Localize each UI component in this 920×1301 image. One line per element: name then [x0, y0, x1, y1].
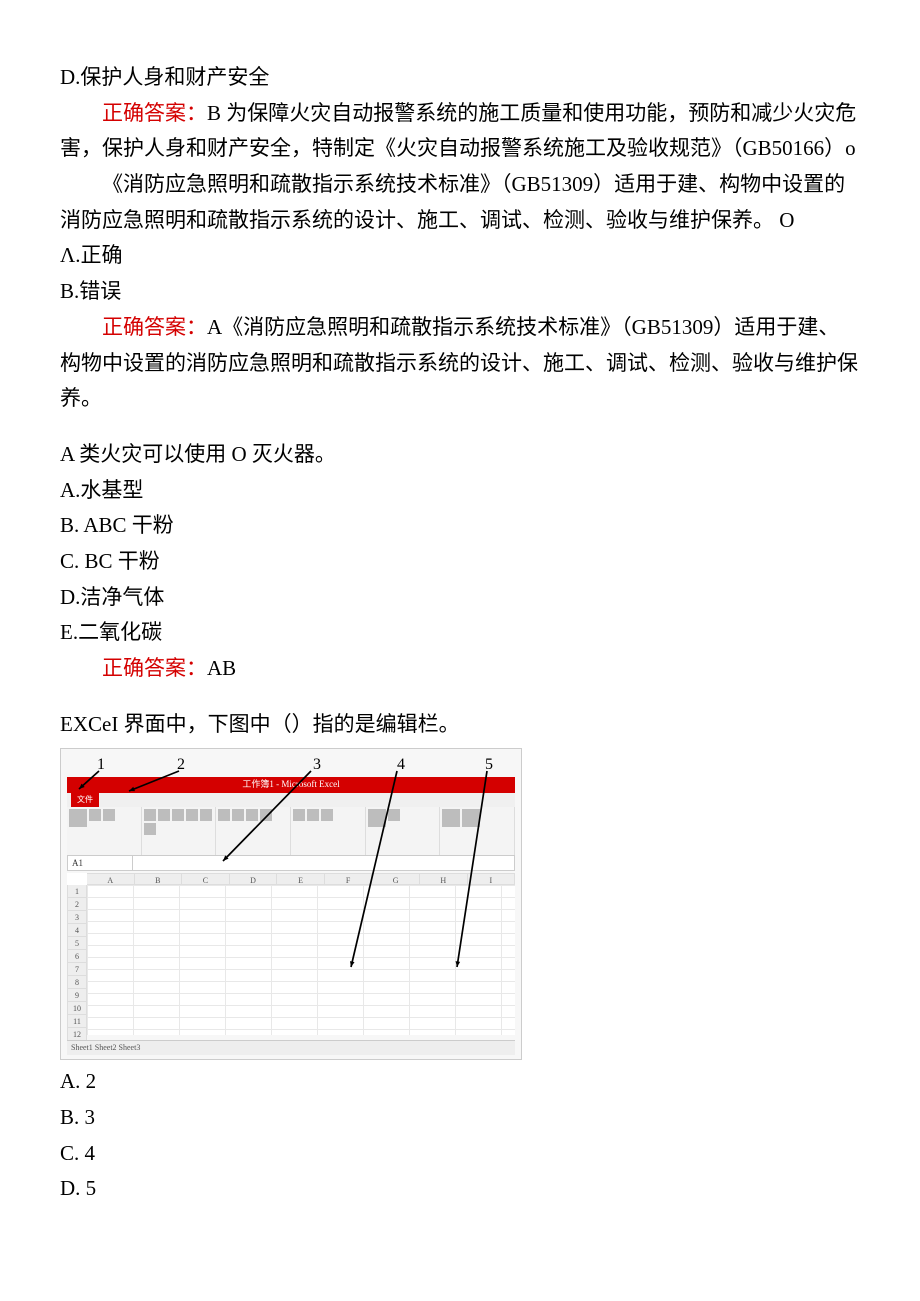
q4-option-d: D. 5 [60, 1171, 860, 1207]
q3-answer: 正确答案：AB [60, 651, 860, 687]
q2-answer: 正确答案：A《消防应急照明和疏散指示系统技术标准》（GB51309）适用于建、构… [60, 310, 860, 417]
column-headers: ABCDEFGHI [87, 873, 515, 885]
worksheet-grid: ABCDEFGHI 12345678910111213 [67, 873, 515, 1035]
q4-option-a: A. 2 [60, 1064, 860, 1100]
q1-answer: 正确答案：B 为保障火灾自动报警系统的施工质量和使用功能，预防和减少火灾危害，保… [60, 96, 860, 167]
q3-option-b: B. ABC 干粉 [60, 508, 860, 544]
q3-option-d: D.洁净气体 [60, 580, 860, 616]
answer-text: AB [207, 656, 236, 680]
excel-screenshot: 12345 工作簿1 - Microsoft Excel 文件 A1 ABCDE… [60, 748, 522, 1060]
q3-option-e: E.二氧化碳 [60, 615, 860, 651]
answer-label: 正确答案： [102, 101, 207, 125]
q4-option-b: B. 3 [60, 1100, 860, 1136]
ribbon [67, 807, 515, 856]
q3-option-a: A.水基型 [60, 473, 860, 509]
file-tab: 文件 [71, 793, 99, 807]
q2-stem: 《消防应急照明和疏散指示系统技术标准》（GB51309）适用于建、构物中设置的消… [60, 167, 860, 238]
q3-option-c: C. BC 干粉 [60, 544, 860, 580]
answer-label: 正确答案： [102, 315, 207, 339]
ribbon-tabs: 文件 [67, 793, 515, 808]
row-headers: 12345678910111213 [67, 885, 87, 1035]
answer-label: 正确答案： [102, 656, 207, 680]
q4-option-c: C. 4 [60, 1136, 860, 1172]
formula-bar: A1 [67, 855, 515, 871]
q3-stem: A 类火灾可以使用 O 灭火器。 [60, 437, 860, 473]
name-box: A1 [68, 856, 133, 870]
q1-option-d: D.保护人身和财产安全 [60, 60, 860, 96]
q4-stem: EXCeI 界面中，下图中（）指的是编辑栏。 [60, 707, 860, 743]
status-bar: Sheet1 Sheet2 Sheet3 [67, 1040, 515, 1055]
window-title: 工作簿1 - Microsoft Excel [61, 777, 521, 792]
q2-option-a: Λ.正确 [60, 238, 860, 274]
cells-area [87, 885, 515, 1035]
q2-option-b: B.错误 [60, 274, 860, 310]
